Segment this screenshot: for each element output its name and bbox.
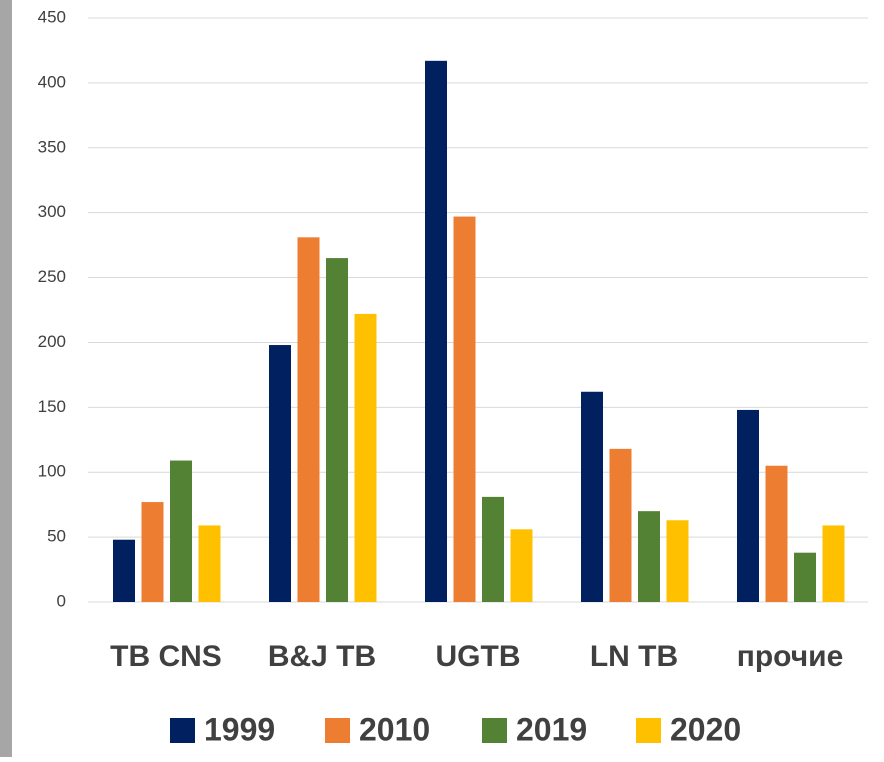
bar bbox=[170, 460, 192, 602]
legend-label: 2020 bbox=[670, 711, 741, 747]
y-tick-label: 100 bbox=[38, 462, 66, 481]
bar bbox=[141, 502, 164, 602]
y-tick-label: 200 bbox=[38, 332, 66, 351]
legend-swatch bbox=[170, 718, 195, 743]
bar bbox=[297, 237, 320, 602]
bar bbox=[794, 552, 816, 602]
legend-swatch bbox=[636, 718, 661, 743]
bar bbox=[453, 216, 476, 602]
legend-swatch bbox=[482, 718, 507, 743]
bar bbox=[822, 525, 845, 602]
bar bbox=[326, 258, 348, 602]
y-tick-label: 450 bbox=[38, 7, 66, 26]
side-strip bbox=[0, 0, 12, 757]
bar bbox=[113, 539, 135, 602]
y-tick-label: 0 bbox=[57, 591, 66, 610]
y-tick-label: 300 bbox=[38, 202, 66, 221]
x-tick-label: LN TB bbox=[590, 640, 678, 673]
x-tick-label: B&J TB bbox=[268, 640, 376, 673]
y-tick-label: 350 bbox=[38, 137, 66, 156]
x-tick-label: прочие bbox=[737, 640, 844, 673]
bar bbox=[198, 525, 221, 602]
x-tick-label: UGTB bbox=[436, 640, 521, 673]
bar bbox=[269, 345, 291, 602]
legend-label: 2019 bbox=[516, 711, 587, 747]
x-tick-label: TB CNS bbox=[110, 640, 222, 673]
bar bbox=[666, 520, 689, 602]
bar bbox=[609, 448, 632, 602]
bar bbox=[765, 465, 788, 602]
y-tick-label: 150 bbox=[38, 397, 66, 416]
bar bbox=[354, 313, 377, 602]
bar bbox=[638, 511, 660, 602]
legend-label: 1999 bbox=[204, 711, 275, 747]
y-tick-label: 50 bbox=[47, 527, 66, 546]
bar bbox=[425, 60, 447, 603]
bar bbox=[737, 409, 759, 602]
y-tick-label: 400 bbox=[38, 72, 66, 91]
bar bbox=[482, 496, 504, 602]
y-tick-label: 250 bbox=[38, 267, 66, 286]
bar bbox=[581, 391, 603, 602]
legend-swatch bbox=[325, 718, 350, 743]
legend-label: 2010 bbox=[359, 711, 430, 747]
bar bbox=[510, 529, 533, 602]
